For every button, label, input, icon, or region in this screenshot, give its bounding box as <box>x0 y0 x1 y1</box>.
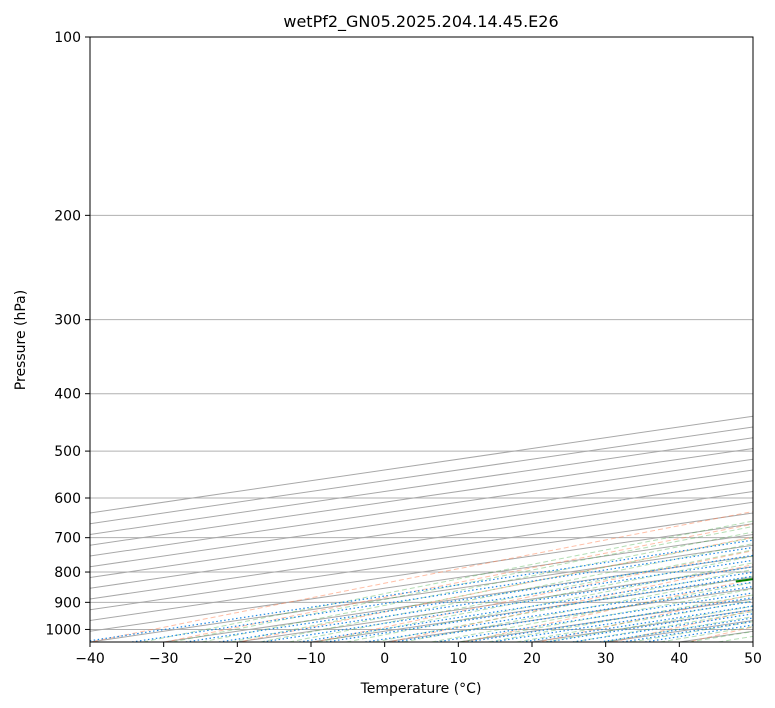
dry-adiabat-line <box>538 593 753 642</box>
moist-adiabat-line <box>431 582 753 642</box>
chart-title: wetPf2_GN05.2025.204.14.45.E26 <box>283 12 558 32</box>
y-tick-label: 400 <box>54 387 81 403</box>
isotherm-line <box>90 469 753 568</box>
isotherm-line <box>90 501 753 600</box>
isotherm-line <box>90 437 753 535</box>
isotherm-line <box>90 523 753 621</box>
moist-adiabat-line <box>487 594 753 642</box>
isotherm-line <box>237 566 753 642</box>
mixing-ratio-line <box>262 566 753 642</box>
isotherm-line <box>90 512 753 611</box>
isotherm-line <box>605 619 753 642</box>
moist-adiabat-line <box>260 543 753 642</box>
y-tick-label: 500 <box>54 444 81 460</box>
dry-adiabat-line <box>90 510 753 642</box>
y-tick-label: 700 <box>54 531 81 547</box>
chart-grid <box>90 37 775 642</box>
isotherm-line <box>90 447 753 546</box>
mixing-ratio-line <box>365 581 753 642</box>
y-tick-label: 900 <box>54 595 81 611</box>
isotherm-line <box>458 598 753 642</box>
dry-adiabat-line <box>688 626 753 642</box>
x-tick-label: −30 <box>149 651 179 667</box>
moist-adiabat-line <box>403 575 753 642</box>
x-tick-label: 10 <box>449 651 467 667</box>
dry-adiabat-line <box>314 550 753 642</box>
x-tick-label: 0 <box>380 651 389 667</box>
isotherm-line <box>679 630 753 642</box>
moist-adiabat-line <box>660 626 753 642</box>
y-tick-label: 100 <box>54 30 81 46</box>
isotherm-line <box>90 415 753 514</box>
mixing-ratio-line <box>299 571 753 642</box>
moist-adiabat-line <box>689 630 753 642</box>
x-tick-label: 40 <box>670 651 688 667</box>
mixing-ratio-line <box>622 620 753 642</box>
y-tick-label: 300 <box>54 313 81 329</box>
x-tick-label: 50 <box>744 651 762 667</box>
moist-adiabat-line <box>317 555 753 642</box>
plot-frame <box>89 36 754 643</box>
dewpoint-profile-line <box>735 578 753 583</box>
moist-adiabat-line <box>289 549 753 642</box>
dry-adiabat-line <box>165 523 753 642</box>
mixing-ratio-line <box>394 585 753 642</box>
moist-adiabat-line <box>544 605 753 642</box>
chart-axes: −40 −30 −20 −10 0 10 20 30 40 50 100 200 300 400 500 60… <box>45 30 762 667</box>
chart-series <box>735 578 753 583</box>
x-tick-label: −20 <box>223 651 253 667</box>
mixing-ratio-line <box>436 592 753 642</box>
y-tick-label: 800 <box>54 565 81 581</box>
isotherm-line <box>90 426 753 525</box>
x-tick-label: 30 <box>597 651 615 667</box>
isotherm-line <box>752 641 753 642</box>
moist-adiabat-line <box>459 588 753 642</box>
isotherm-line <box>90 480 753 578</box>
moist-adiabat-line <box>516 600 753 642</box>
isotherm-line <box>90 458 753 557</box>
y-tick-label: 600 <box>54 491 81 507</box>
x-tick-label: −10 <box>296 651 326 667</box>
x-tick-label: −40 <box>75 651 105 667</box>
x-axis-label: Temperature (°C) <box>360 681 482 697</box>
isotherm-line <box>90 533 753 632</box>
y-tick-label: 200 <box>54 208 81 224</box>
dry-adiabat-line <box>763 37 775 642</box>
x-tick-label: 20 <box>523 651 541 667</box>
isotherm-line <box>310 576 753 642</box>
isotherm-line <box>90 490 753 589</box>
y-tick-label: 1000 <box>45 622 81 638</box>
y-axis-label: Pressure (hPa) <box>13 290 29 390</box>
moist-adiabat-line <box>231 537 753 642</box>
mixing-ratio-line <box>325 575 753 642</box>
dry-adiabat-line <box>239 536 753 642</box>
dry-adiabat-line <box>463 578 753 642</box>
